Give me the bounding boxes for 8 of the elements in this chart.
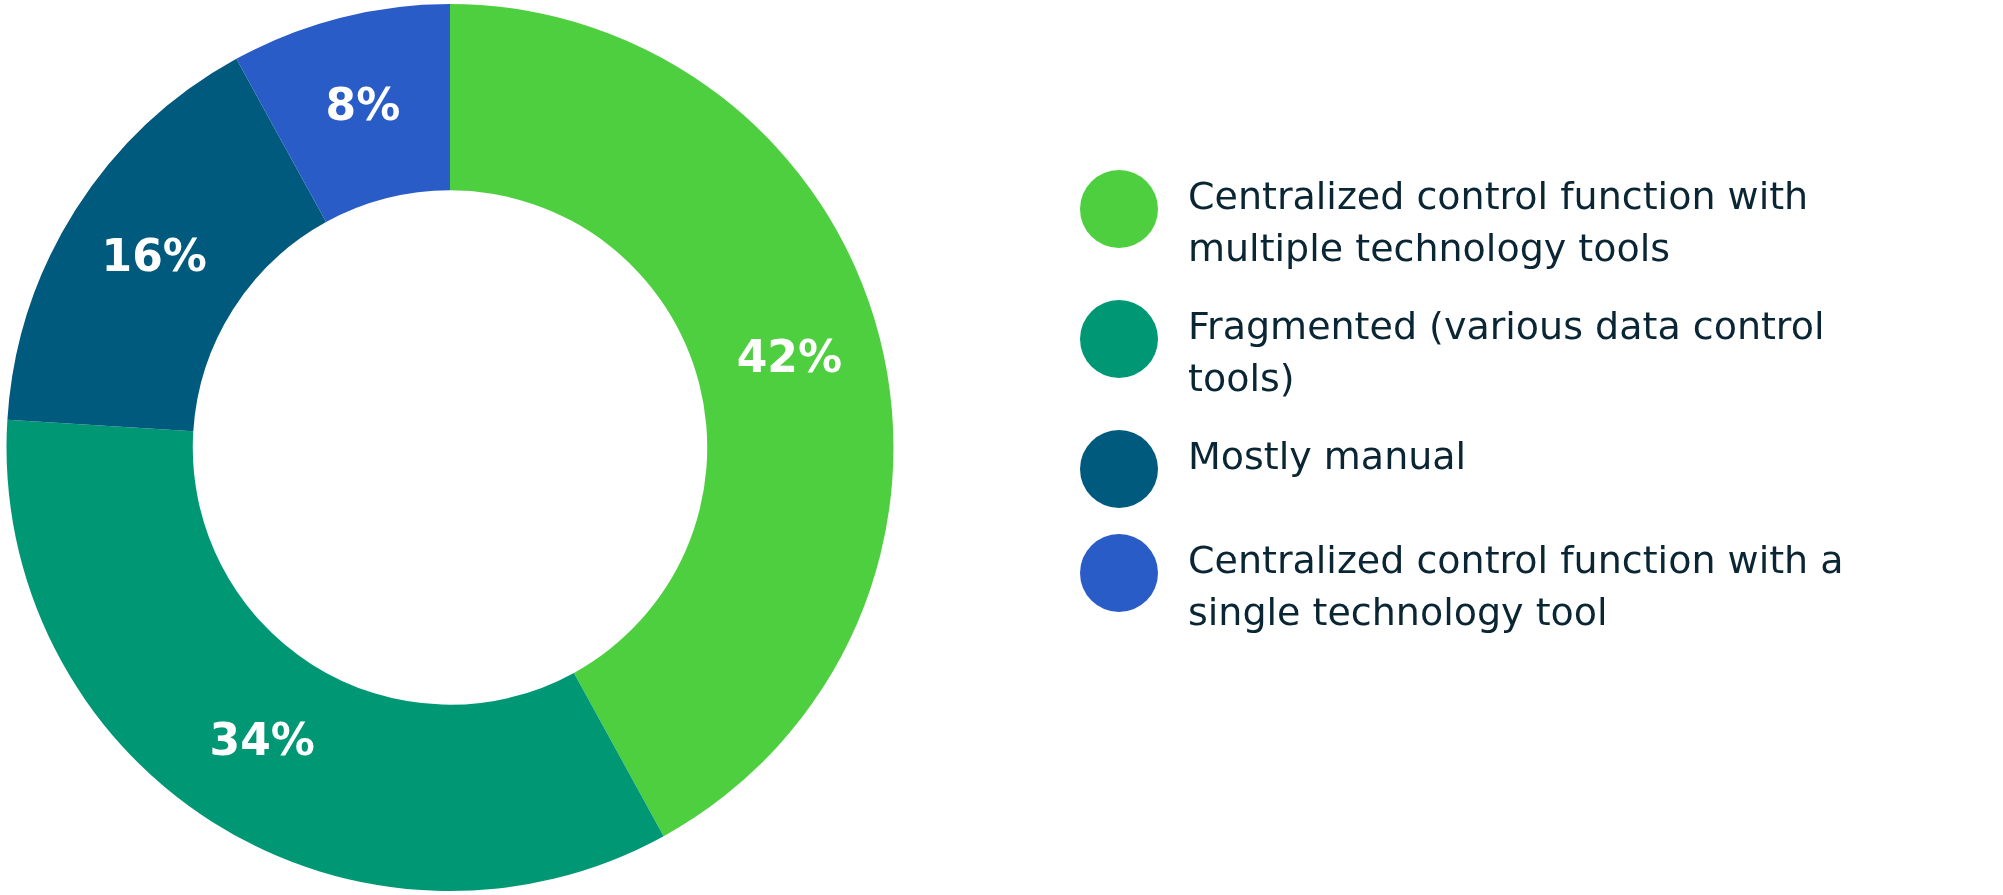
legend-label: Fragmented (various data control tools) [1188, 303, 1826, 402]
data-label: 42% [736, 330, 843, 382]
data-label: 8% [325, 78, 401, 130]
legend-label: Centralized control function with multiple technology tools [1188, 173, 1810, 272]
legend-label: Centralized control function with a single technology tool [1188, 537, 1845, 636]
data-label: 16% [101, 230, 207, 282]
legend-label: Mostly manual [1188, 433, 1467, 480]
data-label: 34% [209, 713, 315, 765]
